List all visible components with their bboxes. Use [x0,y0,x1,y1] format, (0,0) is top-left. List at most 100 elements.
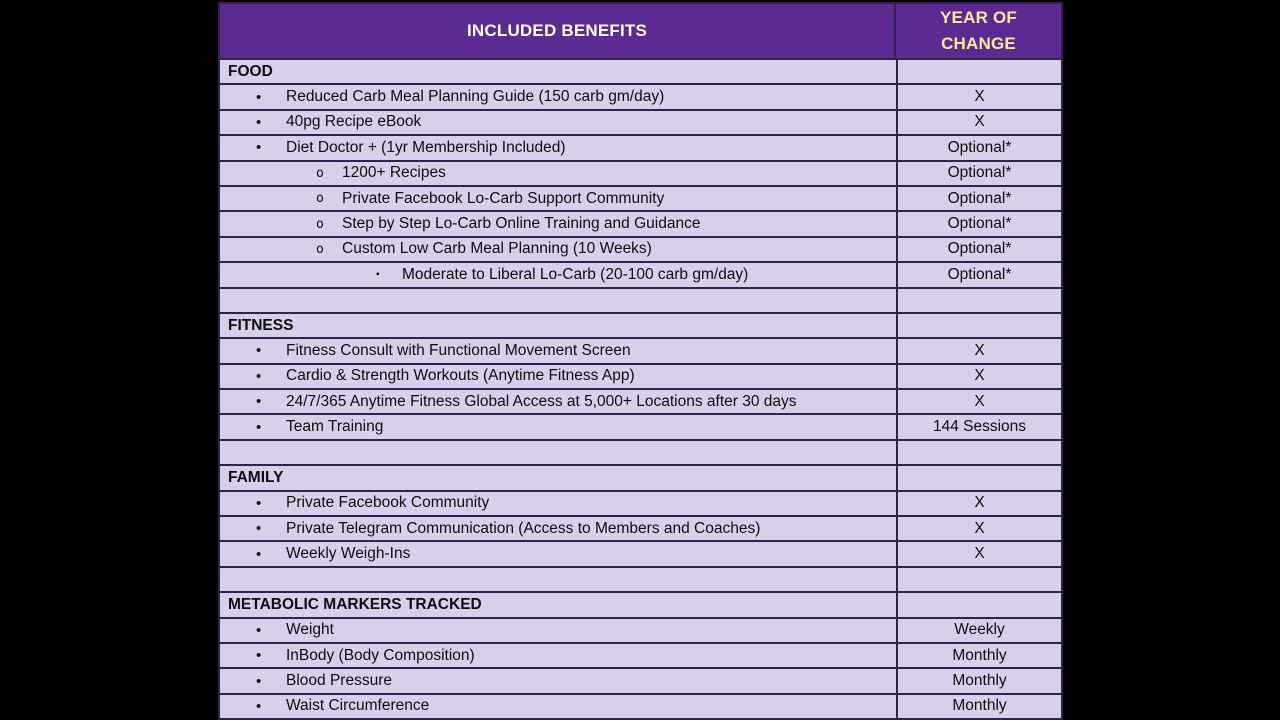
value-cell [896,440,1061,465]
benefit-row: • Diet Doctor + (1yr Membership Included)… [220,134,1061,160]
bullet-icon: o [316,165,324,181]
benefit-row: • Private Telegram Communication (Access … [220,515,1061,541]
section-title: METABOLIC MARKERS TRACKED [228,595,482,613]
benefit-cell: • Cardio & Strength Workouts (Anytime Fit… [220,365,896,388]
benefit-label: Private Facebook Community [286,494,490,512]
bullet-icon: • [256,672,262,690]
section-row: FOOD [220,58,1061,84]
benefit-cell: o 1200+ Recipes [220,162,896,185]
benefit-row: • Team Training 144 Sessions [220,413,1061,439]
benefit-cell: • Fitness Consult with Functional Movemen… [220,339,896,362]
benefit-label: Weight [286,621,334,639]
benefit-cell [220,289,896,312]
bullet-icon: • [256,545,262,563]
benefit-row: o Step by Step Lo-Carb Online Training an… [220,210,1061,236]
value-cell: Optional* [896,237,1061,262]
value-cell: 144 Sessions [896,415,1061,439]
benefit-cell: FOOD [220,60,896,83]
benefits-header-cell: INCLUDED BENEFITS [220,4,896,58]
section-row: FITNESS [220,311,1061,338]
bullet-icon: • [256,367,262,385]
benefit-row: o Custom Low Carb Meal Planning (10 Weeks… [220,235,1061,262]
benefit-label: Blood Pressure [286,672,392,690]
value-cell [896,567,1061,592]
section-title: FOOD [228,62,273,80]
spacer-row [220,286,1061,312]
benefit-cell: FITNESS [220,314,896,337]
benefit-cell: • Team Training [220,415,896,438]
bullet-icon: • [256,520,262,538]
bullet-icon: • [256,139,262,157]
bullet-icon: • [256,393,262,411]
benefit-cell: • Blood Pressure [220,669,896,692]
benefit-label: Diet Doctor + (1yr Membership Included) [286,138,566,156]
value-cell: X [896,390,1061,414]
benefit-label: Reduced Carb Meal Planning Guide (150 ca… [286,88,665,106]
benefit-row: o Private Facebook Lo-Carb Support Commun… [220,184,1061,211]
benefit-cell: o Custom Low Carb Meal Planning (10 Weeks… [220,238,896,261]
value-cell: X [896,85,1061,109]
benefit-row: ▪ Moderate to Liberal Lo-Carb (20-100 car… [220,261,1061,287]
benefit-row: • Private Facebook Community X [220,489,1061,516]
benefit-label: Waist Circumference [286,697,430,715]
value-cell: X [896,491,1061,516]
value-cell: Monthly [896,669,1061,693]
value-cell: X [896,542,1061,566]
benefit-label: 40pg Recipe eBook [286,113,422,131]
value-cell: Optional* [896,186,1061,211]
year-header-line1: YEAR OF [940,8,1017,27]
bullet-icon: • [256,697,262,715]
benefit-cell: • Private Facebook Community [220,492,896,515]
benefit-cell: ▪ Moderate to Liberal Lo-Carb (20-100 car… [220,263,896,286]
bullet-icon: • [256,88,262,106]
benefit-row: • 24/7/365 Anytime Fitness Global Access … [220,388,1061,414]
benefit-cell: • InBody (Body Composition) [220,644,896,667]
year-of-change-header-cell: YEAR OF CHANGE [896,4,1061,58]
value-cell: Optional* [896,212,1061,236]
value-cell [896,466,1061,490]
value-cell [896,288,1061,312]
benefit-cell: • Diet Doctor + (1yr Membership Included) [220,136,896,159]
bullet-icon: o [316,241,324,257]
benefit-label: Private Facebook Lo-Carb Support Communi… [342,189,665,207]
section-title: FAMILY [228,468,284,486]
benefits-table: INCLUDED BENEFITS YEAR OF CHANGE FOOD • Re… [218,2,1063,720]
benefit-cell: • Reduced Carb Meal Planning Guide (150 c… [220,85,896,108]
benefit-cell: • 40pg Recipe eBook [220,111,896,134]
benefit-label: Fitness Consult with Functional Movement… [286,341,631,359]
value-cell: X [896,364,1061,389]
benefits-header-label: INCLUDED BENEFITS [466,21,648,40]
value-cell [896,60,1061,84]
value-cell: Monthly [896,694,1061,719]
bullet-icon: o [316,216,324,232]
spacer-row [220,438,1061,465]
benefit-label: InBody (Body Composition) [286,646,475,664]
benefit-row: • Waist Circumference Monthly [220,692,1061,719]
benefit-row: • Fitness Consult with Functional Movemen… [220,337,1061,363]
benefit-cell: • Weekly Weigh-Ins [220,542,896,565]
benefit-label: 24/7/365 Anytime Fitness Global Access a… [286,392,797,410]
value-cell: Weekly [896,618,1061,642]
benefit-cell: • Weight [220,619,896,642]
bullet-icon: ▪ [376,269,380,281]
bullet-icon: • [256,342,262,360]
bullet-icon: • [256,418,262,436]
bullet-icon: • [256,113,262,131]
value-cell: X [896,339,1061,363]
benefit-label: Weekly Weigh-Ins [286,545,411,563]
section-row: FAMILY [220,464,1061,490]
benefit-label: Cardio & Strength Workouts (Anytime Fitn… [286,367,635,385]
bullet-icon: • [256,621,262,639]
benefit-row: o 1200+ Recipes Optional* [220,159,1061,185]
benefit-row: • Reduced Carb Meal Planning Guide (150 c… [220,83,1061,109]
benefit-cell [220,568,896,591]
value-cell [896,313,1061,338]
benefit-label: Team Training [286,418,384,436]
value-cell: Monthly [896,643,1061,668]
benefit-label: Private Telegram Communication (Access t… [286,519,761,537]
value-cell: X [896,517,1061,541]
benefit-label: Step by Step Lo-Carb Online Training and… [342,215,701,233]
bullet-icon: o [316,191,324,207]
benefit-cell: • Private Telegram Communication (Access … [220,517,896,540]
